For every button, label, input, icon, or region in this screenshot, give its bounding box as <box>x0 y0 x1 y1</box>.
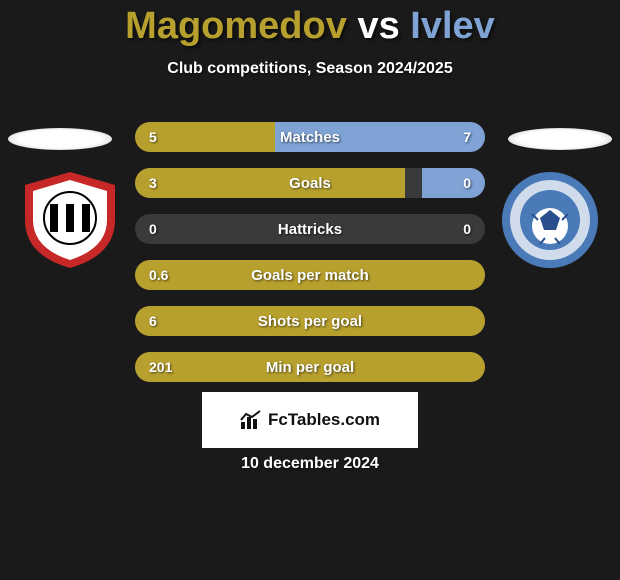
stat-row: Matches5 7 <box>135 122 485 152</box>
stat-value-left: 3 <box>149 168 157 198</box>
stat-label: Shots per goal <box>135 306 485 336</box>
stat-label: Goals per match <box>135 260 485 290</box>
vs-text: vs <box>357 5 399 47</box>
shadow-ellipse-left <box>8 128 112 150</box>
brand-text: FcTables.com <box>268 410 380 430</box>
stat-value-left: 6 <box>149 306 157 336</box>
stat-label: Min per goal <box>135 352 485 382</box>
stat-value-left: 0 <box>149 214 157 244</box>
comparison-title: Magomedov vs Ivlev <box>0 0 620 48</box>
stat-row: Min per goal201 <box>135 352 485 382</box>
stat-value-right: 0 <box>463 214 471 244</box>
brand-pill[interactable]: FcTables.com <box>202 392 418 448</box>
stat-row: Hattricks0 0 <box>135 214 485 244</box>
shadow-ellipse-right <box>508 128 612 150</box>
club-crest-left <box>20 170 120 270</box>
stat-value-right: 7 <box>463 122 471 152</box>
stat-row: Shots per goal6 <box>135 306 485 336</box>
stat-value-right: 0 <box>463 168 471 198</box>
club-crest-right <box>500 170 600 270</box>
stat-value-left: 0.6 <box>149 260 168 290</box>
stat-row: Goals per match0.6 <box>135 260 485 290</box>
stats-bars: Matches57Goals30Hattricks00Goals per mat… <box>135 122 485 398</box>
player2-name: Ivlev <box>410 5 495 47</box>
stat-label: Matches <box>135 122 485 152</box>
subtitle: Club competitions, Season 2024/2025 <box>0 60 620 78</box>
brand-chart-icon <box>240 410 262 430</box>
stat-row: Goals3 0 <box>135 168 485 198</box>
date-text: 10 december 2024 <box>0 455 620 473</box>
stat-value-left: 5 <box>149 122 157 152</box>
stat-value-left: 201 <box>149 352 172 382</box>
stat-label: Hattricks <box>135 214 485 244</box>
stat-label: Goals <box>135 168 485 198</box>
player1-name: Magomedov <box>125 5 347 47</box>
